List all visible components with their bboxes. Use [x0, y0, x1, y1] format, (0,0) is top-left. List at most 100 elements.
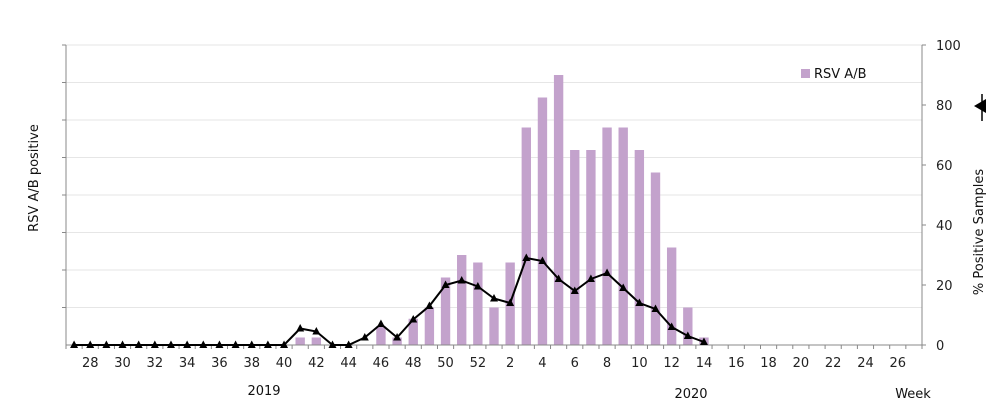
bar: [618, 127, 628, 345]
x-tick-label: 26: [890, 356, 907, 371]
x-tick-label: 12: [663, 356, 680, 371]
bar: [586, 150, 596, 345]
line-marker: [506, 298, 515, 306]
line-marker: [473, 282, 482, 290]
x-tick-label: 2: [506, 356, 514, 371]
legend-label: RSV A/B: [814, 67, 867, 82]
legend: RSV A/B: [801, 67, 867, 82]
line-marker: [118, 340, 127, 348]
line-marker: [70, 340, 79, 348]
line-path: [74, 256, 705, 346]
line-marker: [199, 340, 208, 348]
x-tick-label: 30: [114, 356, 131, 371]
y-right-tick-labels: 0 20 40 60 80 100: [936, 39, 961, 354]
x-tick-label: 46: [373, 356, 390, 371]
line-marker: [312, 327, 321, 335]
legend-swatch: [801, 69, 810, 78]
x-tick-label: 42: [308, 356, 325, 371]
x-tick-label: 22: [825, 356, 842, 371]
line-marker: [344, 340, 353, 348]
bar: [537, 97, 548, 345]
x-tick-label: 52: [470, 356, 487, 371]
bar: [650, 172, 661, 345]
line-marker: [635, 298, 644, 306]
x-tick-label: 24: [857, 356, 874, 371]
line-marker: [393, 333, 402, 341]
line-marker: [522, 253, 531, 261]
y-right-tick-label: 0: [936, 339, 944, 354]
bar: [553, 75, 564, 345]
x-tick-label: 16: [728, 356, 745, 371]
x-tick-label: 8: [603, 356, 611, 371]
line-marker: [699, 337, 708, 345]
x-tick-label: 14: [696, 356, 713, 371]
line-marker: [231, 340, 240, 348]
line-marker: [134, 340, 143, 348]
line-marker: [86, 340, 95, 348]
line-marker: [247, 340, 256, 348]
line-marker: [166, 340, 175, 348]
line-marker: [263, 340, 272, 348]
right-edge-marker: [974, 94, 986, 121]
y-axis-right-title: % Positive Samples: [972, 169, 987, 295]
x-tick-label: 28: [82, 356, 99, 371]
line-series: [70, 253, 708, 348]
bar: [602, 127, 612, 345]
line-marker: [538, 256, 547, 264]
bar: [295, 337, 305, 345]
line-marker: [586, 274, 595, 282]
axes: [62, 44, 926, 349]
x-tick-label: 34: [179, 356, 196, 371]
line-marker: [667, 322, 676, 330]
year-label-2020: 2020: [674, 387, 707, 402]
line-marker: [150, 340, 159, 348]
x-tick-label: 44: [340, 356, 357, 371]
line-marker: [360, 333, 369, 341]
bar: [424, 307, 435, 345]
x-tick-label: 18: [760, 356, 777, 371]
year-label-2019: 2019: [247, 384, 280, 399]
bar: [489, 307, 499, 345]
x-tick-label: 48: [405, 356, 422, 371]
y-right-tick-label: 40: [936, 219, 953, 234]
bar: [683, 307, 693, 345]
line-marker: [683, 331, 692, 339]
x-axis-title: Week: [895, 387, 931, 402]
left-pointing-triangle-icon: [974, 99, 986, 113]
line-marker: [280, 340, 289, 348]
bar-series: [295, 75, 709, 345]
line-marker: [376, 319, 385, 327]
line-marker: [441, 280, 450, 288]
y-right-tick-label: 80: [936, 99, 953, 114]
bar: [440, 277, 451, 345]
line-marker: [490, 294, 498, 302]
bar: [311, 337, 322, 345]
line-marker: [619, 283, 628, 291]
x-tick-label: 10: [631, 356, 648, 371]
line-marker: [409, 315, 418, 323]
y-right-tick-label: 20: [936, 279, 953, 294]
y-axis-left-title: RSV A/B positive: [27, 124, 42, 232]
line-marker: [328, 340, 337, 348]
x-tick-label: 32: [147, 356, 164, 371]
x-tick-label: 38: [243, 356, 260, 371]
bar: [376, 326, 386, 345]
x-tick-label: 40: [276, 356, 293, 371]
x-tick-label: 4: [538, 356, 546, 371]
bar: [473, 262, 483, 345]
y-right-tick-label: 60: [936, 159, 953, 174]
bar: [634, 150, 645, 345]
line-marker: [570, 286, 579, 294]
x-tick-label: 6: [571, 356, 579, 371]
line-marker: [425, 301, 434, 309]
x-tick-label: 20: [793, 356, 810, 371]
x-tick-label: 50: [437, 356, 454, 371]
line-marker: [102, 340, 111, 348]
line-marker: [651, 304, 660, 312]
line-marker: [603, 268, 612, 276]
bar: [392, 337, 402, 345]
bar: [570, 150, 580, 345]
bar: [408, 318, 418, 345]
bar: [521, 127, 531, 345]
line-marker: [457, 276, 466, 284]
